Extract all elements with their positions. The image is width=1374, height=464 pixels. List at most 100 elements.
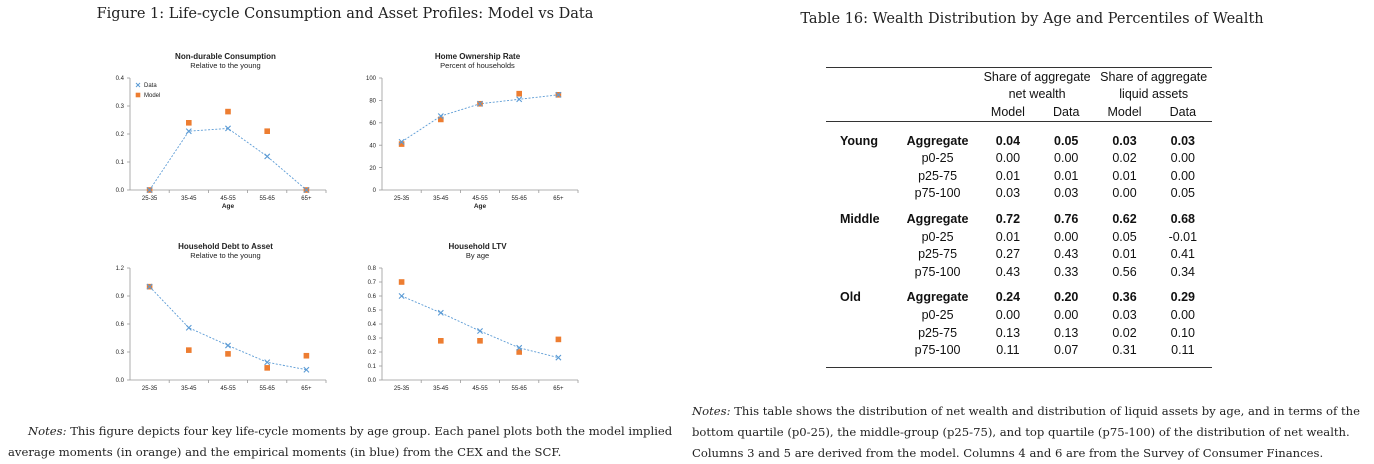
header-net-wealth-line2: net wealth bbox=[1008, 87, 1066, 102]
y-tick-label: 0.4 bbox=[368, 322, 377, 328]
chart-subtitle: By age bbox=[466, 251, 489, 260]
table-cell: 0.20 bbox=[1054, 290, 1079, 305]
x-tick-label: 25-35 bbox=[142, 386, 158, 392]
age-group-label: Middle bbox=[840, 211, 880, 226]
model-point bbox=[186, 120, 192, 126]
table-row: p0-25 0.00 0.00 0.02 0.00 bbox=[826, 149, 1212, 167]
wealth-distribution-table: Share of aggregate Share of aggregate ne… bbox=[826, 66, 1212, 368]
model-point bbox=[225, 108, 231, 115]
x-tick-label: 65+ bbox=[553, 386, 564, 392]
table-header-row-1: Share of aggregate Share of aggregate bbox=[826, 66, 1212, 86]
table-cell: 0.76 bbox=[1054, 211, 1079, 226]
y-tick-label: 0.0 bbox=[116, 188, 125, 194]
table-cell: 0.02 bbox=[1112, 151, 1137, 166]
table-cell: -0.01 bbox=[1168, 229, 1198, 244]
age-group-label bbox=[826, 263, 896, 281]
age-group-label bbox=[826, 306, 896, 324]
chart-subtitle: Relative to the young bbox=[190, 61, 260, 70]
table-spacer bbox=[826, 281, 1212, 289]
y-tick-label: 0.3 bbox=[116, 350, 125, 356]
table-cell: 0.72 bbox=[995, 211, 1021, 226]
legend-model-marker bbox=[135, 92, 141, 98]
table-cell: 0.34 bbox=[1170, 264, 1195, 279]
header-liquid-assets-line2: liquid assets bbox=[1119, 87, 1189, 102]
chart-panel-debt-to-asset: Household Debt to Asset Relative to the y… bbox=[100, 240, 335, 400]
table-cell: 0.33 bbox=[1054, 264, 1079, 279]
model-point bbox=[438, 338, 444, 344]
table-row: p75-100 0.11 0.07 0.31 0.11 bbox=[826, 341, 1212, 359]
y-tick-label: 60 bbox=[369, 121, 376, 127]
table-cell: 0.56 bbox=[1112, 264, 1137, 279]
table-cell: 0.03 bbox=[1112, 133, 1137, 148]
table-row: p0-25 0.01 0.00 0.05 -0.01 bbox=[826, 228, 1212, 246]
data-point bbox=[264, 359, 271, 366]
header-liquid-assets-line1: Share of aggregate bbox=[1095, 66, 1212, 86]
age-group-label bbox=[826, 245, 896, 263]
legend-model-label: Model bbox=[144, 93, 160, 99]
data-point bbox=[516, 96, 523, 103]
table-header-row-2: net wealth liquid assets bbox=[826, 86, 1212, 104]
table-cell: 0.00 bbox=[1054, 307, 1079, 322]
table-cell: 0.43 bbox=[1054, 247, 1079, 262]
figure-notes: Notes: This figure depicts four key life… bbox=[8, 421, 688, 463]
data-series-line bbox=[149, 127, 307, 191]
table-cell: 0.00 bbox=[1054, 229, 1079, 244]
data-point bbox=[516, 344, 523, 351]
table-row: Middle Aggregate 0.72 0.76 0.62 0.68 bbox=[826, 210, 1212, 228]
table-cell: 0.68 bbox=[1170, 211, 1195, 226]
y-tick-label: 0.1 bbox=[116, 160, 125, 166]
y-tick-label: 20 bbox=[369, 166, 376, 172]
x-tick-label: 25-35 bbox=[142, 196, 158, 202]
table-cell: 0.02 bbox=[1112, 325, 1137, 340]
x-tick-label: 35-45 bbox=[433, 196, 449, 202]
x-tick-label: 25-35 bbox=[394, 196, 410, 202]
table-spacer bbox=[826, 121, 1212, 132]
age-group-label bbox=[826, 167, 896, 185]
x-tick-label: 25-35 bbox=[394, 386, 410, 392]
table-spacer bbox=[826, 202, 1212, 210]
x-tick-label: 55-65 bbox=[512, 196, 528, 202]
data-point bbox=[555, 354, 562, 361]
legend-data-label: Data bbox=[144, 83, 157, 89]
col-header-data: Data bbox=[1153, 103, 1212, 122]
table-cell: 0.03 bbox=[995, 186, 1021, 201]
x-tick-label: 55-65 bbox=[512, 386, 528, 392]
table-row: p25-75 0.13 0.13 0.02 0.10 bbox=[826, 324, 1212, 342]
y-tick-label: 0.3 bbox=[116, 104, 125, 110]
y-tick-label: 0.2 bbox=[368, 350, 377, 356]
x-axis-label: Age bbox=[222, 203, 235, 210]
age-group-label bbox=[826, 149, 896, 167]
table-notes-text: This table shows the distribution of net… bbox=[692, 404, 1360, 460]
table-row: Old Aggregate 0.24 0.20 0.36 0.29 bbox=[826, 289, 1212, 307]
x-tick-label: 65+ bbox=[301, 386, 312, 392]
figure-notes-label: Notes: bbox=[28, 424, 67, 438]
x-tick-label: 55-65 bbox=[260, 196, 276, 202]
table-cell: 0.10 bbox=[1170, 325, 1195, 340]
col-header-data: Data bbox=[1037, 103, 1096, 122]
percentile-label: p25-75 bbox=[918, 168, 958, 183]
data-point bbox=[146, 283, 153, 290]
header-net-wealth-line1: Share of aggregate bbox=[978, 66, 1096, 86]
table-row: p25-75 0.27 0.43 0.01 0.41 bbox=[826, 245, 1212, 263]
age-group-label bbox=[826, 228, 896, 246]
data-point bbox=[225, 342, 231, 349]
table-row: p0-25 0.00 0.00 0.03 0.00 bbox=[826, 306, 1212, 324]
percentile-label: Aggregate bbox=[906, 211, 969, 226]
data-point bbox=[398, 138, 405, 145]
data-series-line bbox=[149, 286, 307, 371]
y-tick-label: 0.4 bbox=[116, 76, 125, 82]
table-row: p75-100 0.03 0.03 0.00 0.05 bbox=[826, 185, 1212, 203]
chart-panel-nondurable-consumption: Non-durable Consumption Relative to the y… bbox=[100, 50, 335, 210]
x-axis-label: Age bbox=[474, 203, 487, 210]
y-tick-label: 0.0 bbox=[368, 378, 377, 384]
percentile-label: p25-75 bbox=[918, 325, 958, 340]
y-tick-label: 0.7 bbox=[368, 280, 377, 286]
table-cell: 0.00 bbox=[1054, 151, 1079, 166]
table-cell: 0.04 bbox=[995, 133, 1021, 148]
y-tick-label: 0.6 bbox=[368, 294, 377, 300]
table-cell: 0.11 bbox=[1171, 343, 1195, 358]
table-cell: 0.03 bbox=[1054, 186, 1079, 201]
table-cell: 0.00 bbox=[995, 307, 1021, 322]
data-point bbox=[303, 187, 310, 193]
